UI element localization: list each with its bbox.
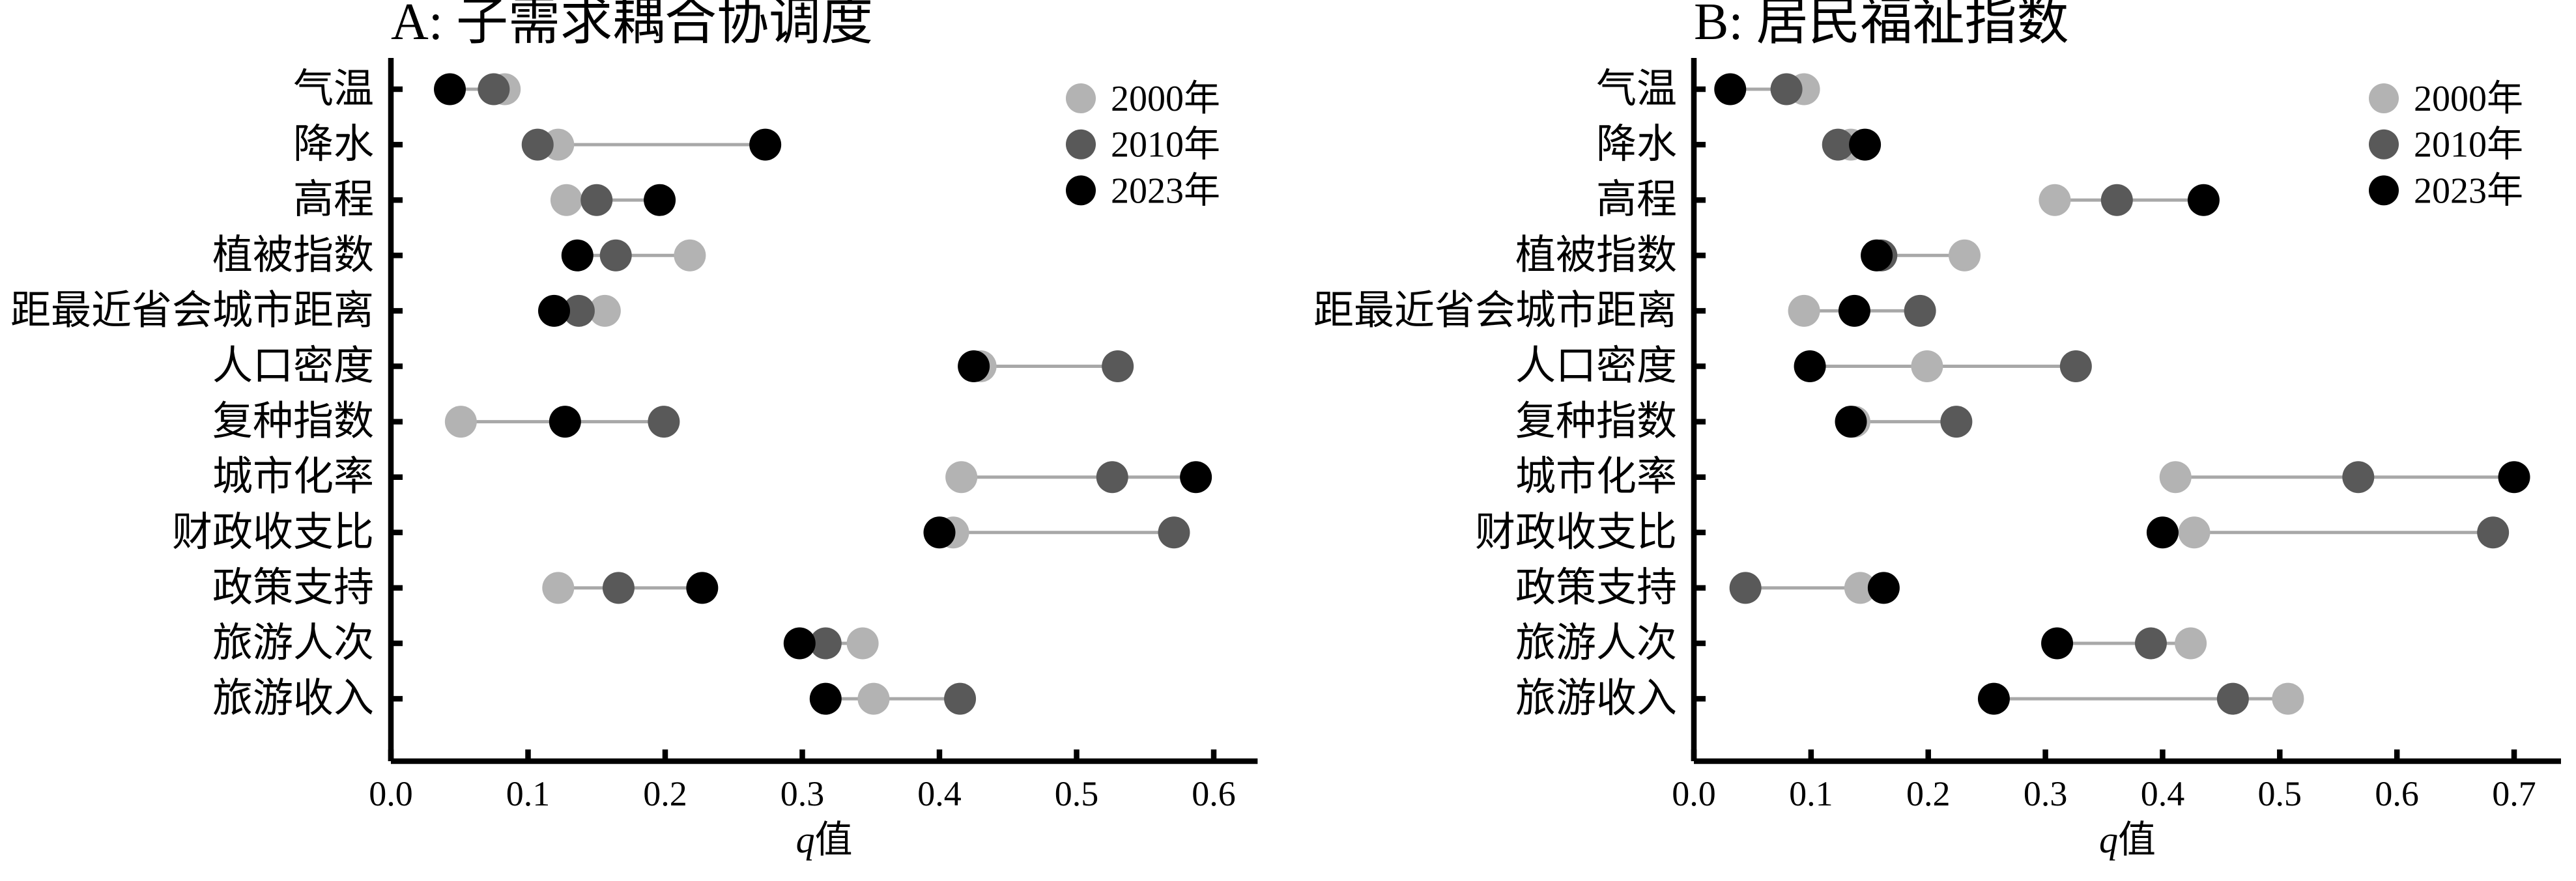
svg-text:0.3: 0.3 [2024,774,2068,813]
svg-text:植被指数: 植被指数 [212,233,374,277]
svg-text:A: 子需求耦合协调度: A: 子需求耦合协调度 [391,0,873,51]
svg-text:旅游收入: 旅游收入 [1515,677,1677,721]
svg-text:0.6: 0.6 [1192,774,1236,813]
svg-text:q值: q值 [2099,818,2156,861]
svg-text:距最近省会城市距离: 距最近省会城市距离 [1313,288,1677,333]
svg-text:2010年: 2010年 [1111,125,1220,165]
svg-text:2010年: 2010年 [2414,125,2523,165]
svg-text:城市化率: 城市化率 [212,455,374,499]
svg-text:q值: q值 [796,818,853,861]
svg-text:降水: 降水 [293,122,374,167]
svg-text:2023年: 2023年 [2414,171,2523,211]
svg-text:旅游人次: 旅游人次 [212,621,374,665]
svg-text:0.1: 0.1 [506,774,551,813]
svg-text:0.5: 0.5 [1055,774,1099,813]
svg-text:0.0: 0.0 [369,774,413,813]
svg-text:气温: 气温 [293,67,374,111]
svg-text:旅游人次: 旅游人次 [1515,621,1677,665]
svg-text:植被指数: 植被指数 [1515,233,1677,277]
svg-text:政策支持: 政策支持 [1515,566,1677,610]
svg-text:0.1: 0.1 [1789,774,1833,813]
svg-text:高程: 高程 [1596,178,1677,222]
svg-text:城市化率: 城市化率 [1515,455,1677,499]
svg-text:0.3: 0.3 [780,774,825,813]
svg-text:B: 居民福祉指数: B: 居民福祉指数 [1694,0,2069,51]
svg-text:2023年: 2023年 [1111,171,1220,211]
svg-text:人口密度: 人口密度 [212,344,374,389]
svg-text:旅游收入: 旅游收入 [212,677,374,721]
svg-text:0.2: 0.2 [1906,774,1951,813]
svg-text:0.5: 0.5 [2258,774,2302,813]
svg-text:0.0: 0.0 [1672,774,1716,813]
svg-text:2000年: 2000年 [1111,79,1220,119]
svg-text:高程: 高程 [293,178,374,222]
svg-text:气温: 气温 [1596,67,1677,111]
svg-text:0.6: 0.6 [2375,774,2419,813]
svg-text:政策支持: 政策支持 [212,566,374,610]
svg-text:财政收支比: 财政收支比 [1475,510,1677,555]
svg-text:0.7: 0.7 [2492,774,2536,813]
svg-text:复种指数: 复种指数 [1515,400,1677,444]
svg-text:0.4: 0.4 [2141,774,2185,813]
svg-text:0.2: 0.2 [643,774,687,813]
svg-text:复种指数: 复种指数 [212,400,374,444]
svg-text:降水: 降水 [1596,122,1677,167]
svg-text:0.4: 0.4 [917,774,962,813]
svg-text:人口密度: 人口密度 [1515,344,1677,389]
svg-text:2000年: 2000年 [2414,79,2523,119]
svg-text:财政收支比: 财政收支比 [172,510,374,555]
svg-text:距最近省会城市距离: 距最近省会城市距离 [10,288,374,333]
